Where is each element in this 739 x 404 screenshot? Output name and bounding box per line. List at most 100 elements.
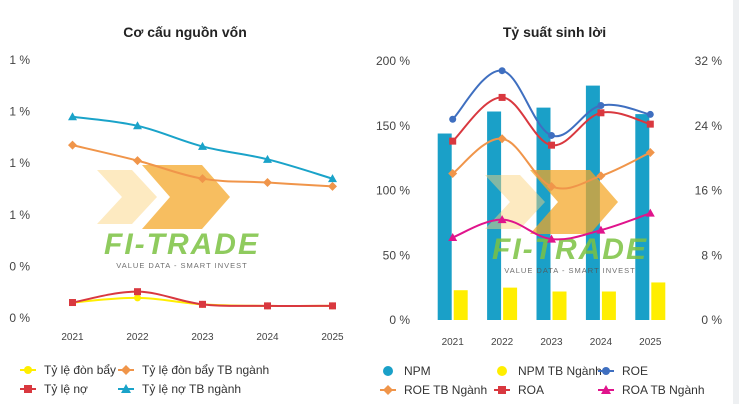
y-tick-label: 1 % bbox=[9, 208, 30, 222]
data-point bbox=[646, 110, 654, 118]
data-point bbox=[497, 134, 507, 144]
data-point bbox=[198, 174, 207, 184]
data-point bbox=[448, 169, 458, 179]
y-right-tick-label: 32 % bbox=[695, 54, 723, 68]
data-point bbox=[449, 115, 457, 123]
legend-item: ROE TB Ngành bbox=[380, 383, 487, 397]
x-tick-label: 2023 bbox=[540, 337, 563, 348]
data-point bbox=[68, 112, 77, 121]
data-point bbox=[498, 67, 506, 75]
bar bbox=[536, 107, 551, 321]
arrow-logo-shadow-icon bbox=[97, 170, 157, 224]
y-tick-label: 1 % bbox=[9, 105, 30, 119]
y-left-tick-label: 50 % bbox=[383, 248, 411, 262]
legend-marker bbox=[24, 366, 32, 374]
data-point bbox=[597, 102, 605, 110]
data-point bbox=[134, 294, 141, 302]
legend-item: Tỷ lệ đòn bẩy TB ngành bbox=[118, 363, 269, 377]
legend-item: Tỷ lệ đòn bẩy bbox=[20, 363, 116, 377]
data-point bbox=[547, 181, 556, 191]
legend-item: Tỷ lệ nợ TB ngành bbox=[118, 382, 241, 396]
legend-item: ROA bbox=[494, 383, 544, 397]
legend-label: Tỷ lệ nợ TB ngành bbox=[142, 382, 241, 396]
data-point bbox=[198, 141, 207, 150]
x-tick-label: 2021 bbox=[442, 337, 465, 348]
chart-title: Cơ cấu nguồn vốn bbox=[123, 24, 247, 40]
y-right-tick-label: 8 % bbox=[701, 248, 722, 262]
y-right-tick-label: 16 % bbox=[695, 184, 723, 198]
legend-label: Tỷ lệ đòn bẩy bbox=[44, 363, 116, 377]
y-left-tick-label: 0 % bbox=[389, 313, 410, 327]
data-point bbox=[329, 302, 336, 310]
legend-item: ROA TB Ngành bbox=[598, 383, 705, 397]
legend-label: ROA bbox=[518, 383, 544, 397]
profitability-panel: Tỷ suất sinh lời 0 % 50 % 100 % 150 % 200 % 0… bbox=[370, 0, 739, 404]
x-tick-label: 2023 bbox=[191, 332, 214, 343]
y-right-tick-label: 24 % bbox=[695, 119, 723, 133]
y-tick-label: 0 % bbox=[9, 259, 30, 273]
y-left-tick-label: 150 % bbox=[376, 119, 410, 133]
data-point bbox=[328, 174, 337, 183]
data-point bbox=[597, 109, 605, 117]
legend-marker bbox=[24, 385, 32, 393]
data-point bbox=[328, 181, 337, 191]
legend-marker bbox=[601, 385, 611, 394]
bar bbox=[651, 282, 666, 320]
y-right-tick-label: 0 % bbox=[701, 313, 722, 327]
y-tick-label: 1 % bbox=[9, 156, 30, 170]
data-point bbox=[69, 299, 76, 307]
watermark-tagline: VALUE DATA - SMART INVEST bbox=[504, 266, 635, 275]
legend-item: Tỷ lệ nợ bbox=[20, 382, 88, 396]
data-point bbox=[199, 300, 206, 308]
x-tick-label: 2025 bbox=[639, 337, 662, 348]
legend-swatch bbox=[497, 366, 507, 376]
data-point bbox=[133, 156, 142, 166]
data-point bbox=[264, 302, 271, 310]
x-tick-label: 2021 bbox=[61, 332, 84, 343]
legend-label: ROE bbox=[622, 364, 648, 378]
y-tick-label: 1 % bbox=[9, 53, 30, 67]
legend-label: Tỷ lệ đòn bẩy TB ngành bbox=[142, 363, 269, 377]
data-point bbox=[263, 178, 272, 188]
legend-item: ROE bbox=[598, 364, 648, 378]
watermark-brand: FI-TRADE bbox=[104, 228, 260, 261]
arrow-logo-icon bbox=[142, 165, 230, 229]
data-point bbox=[133, 121, 142, 130]
x-tick-label: 2024 bbox=[256, 332, 279, 343]
legend-marker bbox=[121, 384, 131, 393]
data-point bbox=[497, 215, 507, 224]
y-tick-label: 0 % bbox=[9, 311, 30, 325]
series-line bbox=[451, 69, 651, 138]
chart-title: Tỷ suất sinh lời bbox=[502, 24, 607, 40]
bar bbox=[453, 290, 468, 320]
data-point bbox=[645, 208, 655, 217]
bar bbox=[552, 291, 567, 320]
legend-marker bbox=[602, 367, 610, 375]
data-point bbox=[646, 120, 654, 128]
data-point bbox=[448, 232, 458, 241]
legend-marker bbox=[121, 365, 131, 375]
legend-marker bbox=[383, 385, 393, 395]
legend-swatch bbox=[383, 366, 393, 376]
capital-structure-panel: Cơ cấu nguồn vốn 1 % 1 % 1 % 1 % 0 % 0 % 2021 2… bbox=[9, 24, 344, 396]
x-tick-label: 2022 bbox=[126, 332, 149, 343]
bar bbox=[601, 291, 616, 320]
x-tick-label: 2024 bbox=[590, 337, 613, 348]
arrow-logo-shadow-icon bbox=[485, 175, 545, 229]
y-left-tick-label: 200 % bbox=[376, 54, 410, 68]
legend-item: NPM TB Ngành bbox=[497, 364, 602, 378]
data-point bbox=[548, 131, 555, 139]
bar bbox=[437, 133, 452, 320]
y-left-tick-label: 100 % bbox=[376, 184, 410, 198]
bar bbox=[503, 287, 518, 320]
legend-label: NPM TB Ngành bbox=[518, 364, 602, 378]
bar bbox=[487, 111, 502, 320]
x-tick-label: 2025 bbox=[321, 332, 344, 343]
data-point bbox=[596, 171, 606, 181]
data-point bbox=[498, 93, 506, 101]
data-point bbox=[68, 140, 77, 150]
legend-label: ROE TB Ngành bbox=[404, 383, 487, 397]
data-point bbox=[449, 137, 457, 145]
data-point bbox=[596, 225, 606, 234]
